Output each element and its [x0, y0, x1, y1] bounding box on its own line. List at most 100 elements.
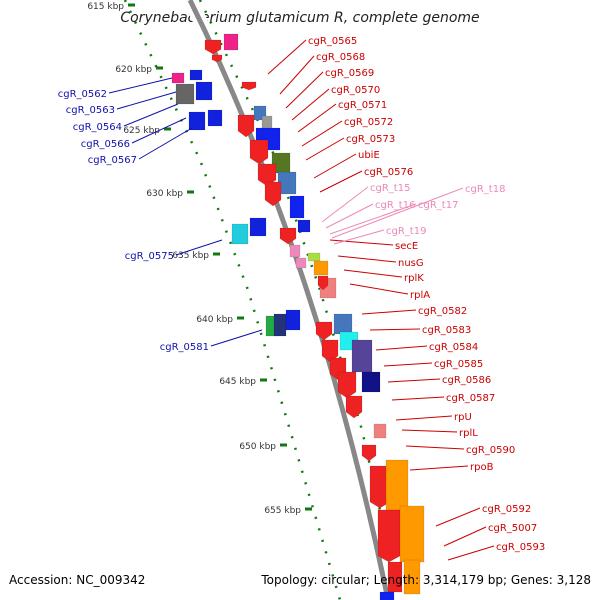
gene-feature	[223, 33, 239, 51]
leader-line	[108, 77, 173, 94]
backbone-line	[187, 0, 391, 600]
gene-feature	[249, 139, 269, 165]
leader-line	[313, 153, 357, 179]
gene-label: cgR_0572	[344, 117, 393, 128]
gene-feature	[241, 81, 257, 91]
leader-line	[343, 269, 403, 278]
leader-line	[391, 396, 445, 401]
leader-line	[361, 309, 417, 315]
tick-label: 630 kbp	[146, 189, 183, 199]
gene-label: ubiE	[358, 150, 380, 161]
leader-line	[329, 239, 394, 246]
gene-feature	[189, 69, 203, 81]
leader-line	[331, 187, 464, 239]
leader-line	[395, 415, 453, 421]
leader-line	[349, 283, 409, 295]
gene-feature	[387, 561, 403, 593]
leader-line	[405, 445, 465, 450]
leader-line	[337, 255, 397, 263]
gene-label: cgR_0575	[125, 251, 174, 262]
gene-feature	[337, 371, 357, 399]
gene-feature	[351, 339, 373, 373]
leader-line	[325, 203, 374, 229]
tick-label: 615 kbp	[87, 2, 124, 12]
tick-label: 620 kbp	[115, 65, 152, 75]
tick-label: 625 kbp	[123, 126, 160, 136]
leader-line	[131, 117, 187, 144]
gene-label: secE	[395, 241, 418, 252]
gene-label: cgR_0569	[325, 68, 374, 79]
tick-label: 635 kbp	[172, 251, 209, 261]
gene-label: cgR_t16	[375, 200, 415, 211]
gene-label: cgR_0568	[316, 52, 365, 63]
leader-line	[291, 88, 330, 121]
gene-label: cgR_0567	[88, 155, 137, 166]
leader-line	[329, 203, 417, 235]
topology-text: Topology: circular; Length: 3,314,179 bp…	[261, 573, 591, 587]
gene-label: rpoB	[470, 462, 494, 473]
gene-feature	[361, 444, 377, 462]
gene-label: cgR_0593	[496, 542, 545, 553]
tick-label: 640 kbp	[196, 315, 233, 325]
gene-feature	[361, 371, 381, 393]
gene-feature	[313, 260, 329, 276]
gene-label: cgR_0581	[160, 342, 209, 353]
gene-label: cgR_5007	[488, 523, 537, 534]
gene-feature	[295, 257, 307, 269]
gene-label: cgR_t15	[370, 183, 410, 194]
leader-line	[123, 103, 179, 127]
gene-label: cgR_0573	[346, 134, 395, 145]
gene-label: cgR_0571	[338, 100, 387, 111]
gene-feature	[279, 227, 297, 245]
gene-label: cgR_0592	[482, 504, 531, 515]
leader-line	[409, 465, 469, 471]
gene-label: cgR_0566	[81, 139, 130, 150]
gene-label: cgR_0562	[58, 89, 107, 100]
leader-line	[267, 39, 307, 75]
gene-label: cgR_0585	[434, 359, 483, 370]
gene-label: cgR_0565	[308, 36, 357, 47]
leader-line	[447, 545, 495, 561]
gene-feature	[373, 423, 387, 439]
gene-feature	[273, 313, 287, 337]
leader-line	[285, 71, 324, 109]
leader-line	[297, 103, 337, 133]
leader-line	[210, 329, 263, 347]
gene-feature	[175, 83, 195, 105]
leader-line	[435, 507, 481, 527]
gene-label: cgR_0584	[429, 342, 478, 353]
gene-feature	[204, 39, 222, 55]
tick-label: 645 kbp	[219, 377, 256, 387]
gene-label: cgR_0576	[364, 167, 413, 178]
gene-feature	[289, 244, 301, 258]
leader-line	[375, 345, 428, 351]
gene-feature	[379, 591, 395, 600]
gene-feature	[345, 395, 363, 419]
gene-feature	[207, 109, 223, 127]
gene-feature	[211, 54, 223, 63]
gene-label: cgR_0564	[73, 122, 122, 133]
gene-feature	[385, 459, 409, 511]
gene-feature	[297, 219, 311, 233]
tick-label: 650 kbp	[239, 442, 276, 452]
gene-label: cgR_0590	[466, 445, 515, 456]
gene-label: cgR_t18	[465, 184, 505, 195]
leader-line	[387, 378, 441, 383]
gene-feature	[249, 217, 267, 237]
gene-feature	[399, 505, 425, 563]
gene-feature	[285, 309, 301, 331]
gene-label: cgR_0583	[422, 325, 471, 336]
gene-label: cgR_0563	[66, 105, 115, 116]
leader-line	[333, 229, 385, 245]
gene-label: rplK	[404, 273, 424, 284]
leader-line	[175, 239, 223, 256]
leader-line	[305, 137, 345, 161]
leader-line	[279, 55, 315, 95]
gene-label: nusG	[398, 258, 424, 269]
leader-line	[369, 328, 421, 331]
gene-label: cgR_0582	[418, 306, 467, 317]
gene-label: cgR_t17	[418, 200, 458, 211]
leader-line	[301, 120, 343, 147]
